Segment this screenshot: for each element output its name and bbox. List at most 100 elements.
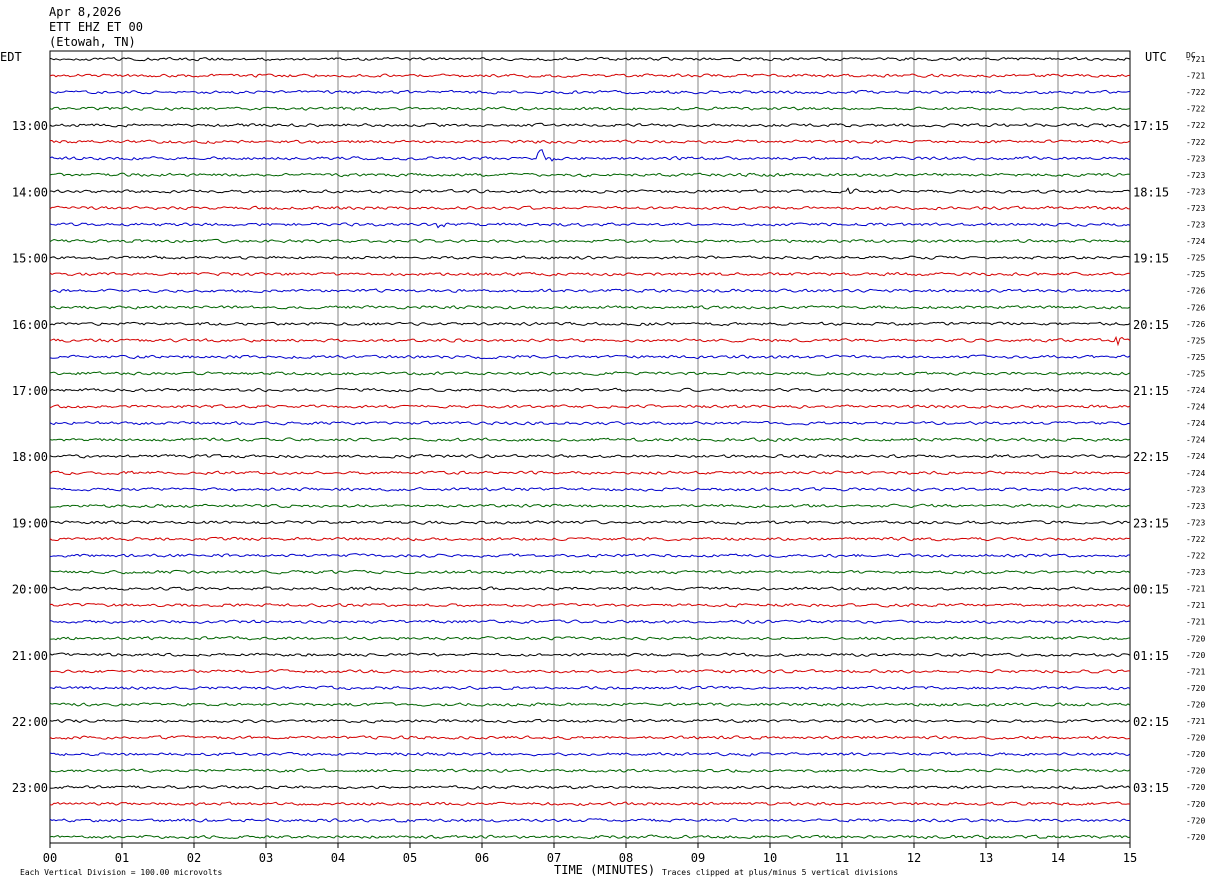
left-timezone-label: EDT	[0, 50, 22, 64]
seismic-trace	[49, 487, 1131, 492]
x-tick-label: 01	[115, 851, 129, 865]
dc-offset-label: -723	[1186, 485, 1205, 494]
seismic-trace	[49, 354, 1131, 360]
dc-offset-label: -720	[1186, 651, 1205, 660]
seismic-trace	[49, 569, 1131, 575]
dc-offset-label: -723	[1186, 154, 1205, 163]
seismic-trace	[49, 187, 1131, 195]
seismic-trace	[49, 437, 1131, 442]
utc-hour-label: 21:15	[1133, 384, 1169, 398]
x-tick-label: 14	[1051, 851, 1065, 865]
dc-offset-label: -723	[1186, 502, 1205, 511]
seismic-trace	[49, 205, 1131, 211]
seismic-trace	[49, 371, 1131, 376]
dc-offset-label: -721	[1186, 585, 1205, 594]
seismic-trace	[49, 149, 1131, 162]
seismic-trace	[49, 520, 1131, 525]
dc-offset-label: -725	[1186, 254, 1205, 263]
seismic-trace	[49, 271, 1131, 277]
trace-area	[49, 56, 1131, 840]
dc-offset-label: -721	[1186, 667, 1205, 676]
seismic-trace	[49, 685, 1131, 691]
x-tick-label: 09	[691, 851, 705, 865]
edt-hour-label: 23:00	[12, 781, 48, 795]
x-axis-title: TIME (MINUTES)	[554, 863, 655, 877]
dc-offset-label: -725	[1186, 336, 1205, 345]
dc-offset-label: -723	[1186, 518, 1205, 527]
dc-offset-label: -721	[1186, 601, 1205, 610]
edt-hour-label: 13:00	[12, 119, 48, 133]
dc-offset-labels: -721 -721 -722 -722 -722 -722 -723 -723 -723 -723…	[1186, 55, 1205, 842]
seismic-trace	[49, 453, 1131, 459]
dc-offset-label: -725	[1186, 353, 1205, 362]
seismic-trace	[49, 305, 1131, 310]
seismic-trace	[49, 335, 1131, 347]
header-date: Apr 8,2026	[49, 5, 121, 19]
seismic-trace	[49, 503, 1131, 509]
dc-offset-label: -723	[1186, 221, 1205, 230]
seismic-trace	[49, 238, 1131, 244]
seismic-trace	[49, 404, 1131, 409]
edt-hour-label: 22:00	[12, 715, 48, 729]
utc-hour-label: 22:15	[1133, 450, 1169, 464]
edt-hour-label: 14:00	[12, 185, 48, 199]
header-location: (Etowah, TN)	[49, 35, 136, 49]
seismic-trace	[49, 288, 1131, 294]
dc-offset-label: -725	[1186, 270, 1205, 279]
x-tick-label: 03	[259, 851, 273, 865]
x-tick-label: 06	[475, 851, 489, 865]
x-tick-label: 15	[1123, 851, 1137, 865]
seismic-trace	[49, 470, 1131, 476]
utc-hour-label: 20:15	[1133, 318, 1169, 332]
x-tick-label: 04	[331, 851, 345, 865]
seismic-trace	[49, 255, 1131, 260]
edt-hour-label: 19:00	[12, 516, 48, 530]
seismic-trace	[49, 56, 1131, 62]
utc-hour-label: 01:15	[1133, 649, 1169, 663]
plot-frame	[49, 50, 1131, 844]
seismic-trace	[49, 172, 1131, 178]
dc-offset-label: -721	[1186, 72, 1205, 81]
x-tick-label: 05	[403, 851, 417, 865]
seismic-trace	[49, 635, 1131, 641]
dc-offset-label: -722	[1186, 552, 1205, 561]
seismic-trace	[49, 818, 1131, 823]
seismic-trace	[49, 387, 1131, 393]
utc-hour-label: 02:15	[1133, 715, 1169, 729]
seismic-trace	[49, 122, 1131, 128]
edt-hour-label: 17:00	[12, 384, 48, 398]
dc-offset-label: -726	[1186, 320, 1205, 329]
seismic-trace	[49, 321, 1131, 327]
utc-hour-label: 23:15	[1133, 516, 1169, 530]
seismic-trace	[49, 718, 1131, 724]
dc-offset-label: -721	[1186, 717, 1205, 726]
clip-note: Traces clipped at plus/minus 5 vertical …	[662, 868, 898, 877]
seismic-trace	[49, 602, 1131, 608]
seismic-trace	[49, 139, 1131, 145]
header-station: ETT EHZ ET 00	[49, 20, 143, 34]
dc-offset-label: -726	[1186, 287, 1205, 296]
dc-offset-label: -720	[1186, 700, 1205, 709]
dc-offset-label: -720	[1186, 767, 1205, 776]
seismic-trace	[49, 619, 1131, 624]
dc-offset-label: -724	[1186, 386, 1205, 395]
seismic-trace	[49, 751, 1131, 757]
dc-offset-label: -721	[1186, 618, 1205, 627]
dc-offset-label: -723	[1186, 171, 1205, 180]
seismic-trace	[49, 702, 1131, 707]
edt-hour-label: 21:00	[12, 649, 48, 663]
minute-grid	[49, 50, 1131, 848]
dc-offset-label: -720	[1186, 816, 1205, 825]
x-tick-label: 07	[547, 851, 561, 865]
scale-note: Each Vertical Division = 100.00 microvol…	[20, 868, 222, 877]
seismic-trace	[49, 785, 1131, 790]
utc-hour-label: 03:15	[1133, 781, 1169, 795]
x-tick-label: 10	[763, 851, 777, 865]
x-tick-label: 00	[43, 851, 57, 865]
dc-offset-label: -722	[1186, 105, 1205, 114]
seismic-trace	[49, 420, 1131, 426]
x-tick-label: 13	[979, 851, 993, 865]
x-tick-label: 02	[187, 851, 201, 865]
edt-hour-labels: 13:00 14:00 15:00 16:00 17:00 18:00 19:00 20:00…	[12, 119, 48, 795]
